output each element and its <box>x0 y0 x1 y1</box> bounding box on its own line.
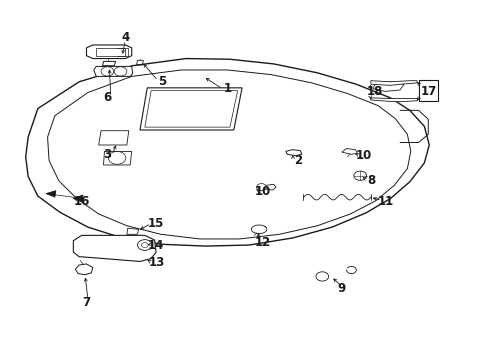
Polygon shape <box>103 152 131 165</box>
Text: 7: 7 <box>82 296 90 309</box>
Text: 8: 8 <box>366 174 374 186</box>
Text: 3: 3 <box>103 148 111 162</box>
Polygon shape <box>46 191 56 197</box>
Text: 2: 2 <box>293 154 302 167</box>
Text: 18: 18 <box>366 85 382 98</box>
Polygon shape <box>370 98 417 102</box>
Text: 13: 13 <box>148 256 165 269</box>
Text: 1: 1 <box>223 82 231 95</box>
Text: 17: 17 <box>420 85 436 98</box>
Text: 12: 12 <box>254 236 270 249</box>
Polygon shape <box>73 235 156 261</box>
Text: 5: 5 <box>158 75 165 88</box>
Text: 15: 15 <box>147 217 164 230</box>
Text: 6: 6 <box>103 91 111 104</box>
Text: 16: 16 <box>73 195 90 208</box>
Text: 10: 10 <box>355 149 371 162</box>
Polygon shape <box>73 195 83 202</box>
Polygon shape <box>99 131 128 145</box>
Text: 10: 10 <box>254 185 270 198</box>
Text: 9: 9 <box>337 283 345 296</box>
Text: 14: 14 <box>147 239 164 252</box>
Text: 11: 11 <box>377 195 393 208</box>
Polygon shape <box>94 66 132 76</box>
Polygon shape <box>370 81 416 85</box>
Text: 4: 4 <box>121 31 129 44</box>
